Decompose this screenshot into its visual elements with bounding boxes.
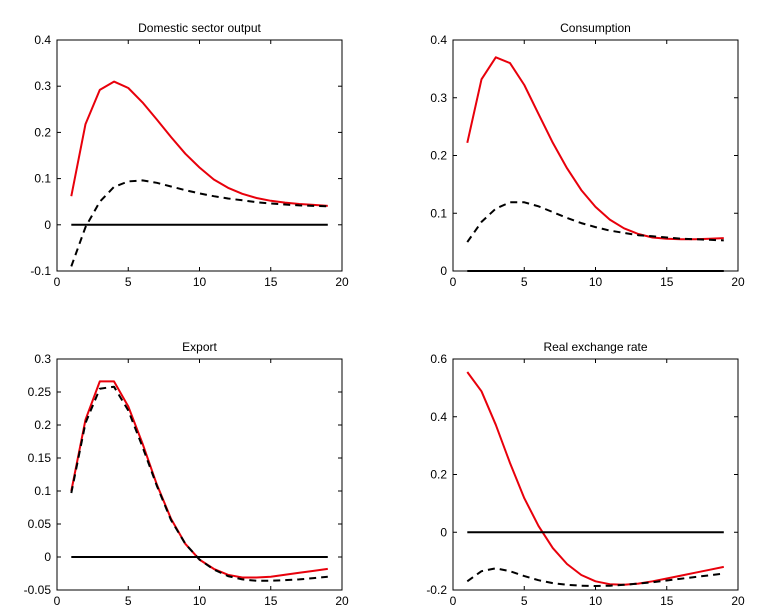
y-tick-label: 0.6 <box>430 352 447 366</box>
series-line-dashed <box>70 385 328 582</box>
x-tick-label: 15 <box>660 275 674 289</box>
x-tick-label: 10 <box>589 594 603 608</box>
y-tick-label: 0.3 <box>34 79 51 93</box>
y-tick-label: 0.05 <box>28 517 52 531</box>
series-line-red <box>70 380 328 579</box>
subplot-title: Real exchange rate <box>543 340 647 354</box>
y-tick-label: 0 <box>440 525 447 539</box>
x-tick-label: 5 <box>125 275 132 289</box>
y-tick-label: 0.15 <box>28 451 52 465</box>
y-tick-label: 0 <box>44 218 51 232</box>
x-tick-label: 20 <box>731 275 745 289</box>
series-line-red <box>466 371 724 586</box>
y-tick-label: 0.2 <box>430 468 447 482</box>
y-tick-label: 0.2 <box>430 149 447 163</box>
y-tick-label: 0.2 <box>34 125 51 139</box>
y-tick-label: 0.1 <box>34 484 51 498</box>
axes-box <box>56 358 343 591</box>
x-tick-label: 10 <box>193 275 207 289</box>
x-tick-label: 20 <box>731 594 745 608</box>
x-tick-label: 5 <box>521 594 528 608</box>
y-tick-label: 0.4 <box>430 33 447 47</box>
subplot-title: Domestic sector output <box>138 21 261 35</box>
series-line-red <box>70 80 328 207</box>
x-tick-label: 15 <box>660 594 674 608</box>
x-tick-label: 5 <box>521 275 528 289</box>
y-tick-label: 0.4 <box>34 33 51 47</box>
axes-box <box>56 39 343 272</box>
axes-box <box>452 358 739 591</box>
x-tick-label: 15 <box>264 594 278 608</box>
subplot-2: Consumption 0 5 10 15 20 0 0.1 0.2 0.3 0.4 <box>430 21 745 289</box>
y-tick-label: -0.05 <box>24 583 52 597</box>
y-tick-label: -0.1 <box>30 264 51 278</box>
x-tick-label: 0 <box>450 594 457 608</box>
x-tick-label: 10 <box>589 275 603 289</box>
x-tick-label: 0 <box>54 594 61 608</box>
axes-box <box>452 39 739 272</box>
x-tick-label: 10 <box>193 594 207 608</box>
y-tick-label: 0.3 <box>430 91 447 105</box>
y-tick-label: 0 <box>44 550 51 564</box>
x-tick-label: 20 <box>335 594 349 608</box>
series-line-dashed <box>466 201 724 243</box>
x-tick-label: 15 <box>264 275 278 289</box>
series-line-red <box>466 56 724 241</box>
x-tick-label: 0 <box>450 275 457 289</box>
subplot-title: Export <box>182 340 217 354</box>
y-tick-label: 0.1 <box>34 172 51 186</box>
y-tick-label: 0.2 <box>34 418 51 432</box>
y-tick-label: -0.2 <box>426 583 447 597</box>
y-tick-label: 0.1 <box>430 206 447 220</box>
y-tick-label: 0.4 <box>430 410 447 424</box>
y-tick-label: 0.25 <box>28 385 52 399</box>
x-tick-label: 20 <box>335 275 349 289</box>
series-line-dashed <box>466 567 724 587</box>
x-tick-label: 5 <box>125 594 132 608</box>
subplot-title: Consumption <box>560 21 631 35</box>
x-tick-label: 0 <box>54 275 61 289</box>
series-line-dashed <box>70 179 328 267</box>
y-tick-label: 0.3 <box>34 352 51 366</box>
y-tick-label: 0 <box>440 264 447 278</box>
